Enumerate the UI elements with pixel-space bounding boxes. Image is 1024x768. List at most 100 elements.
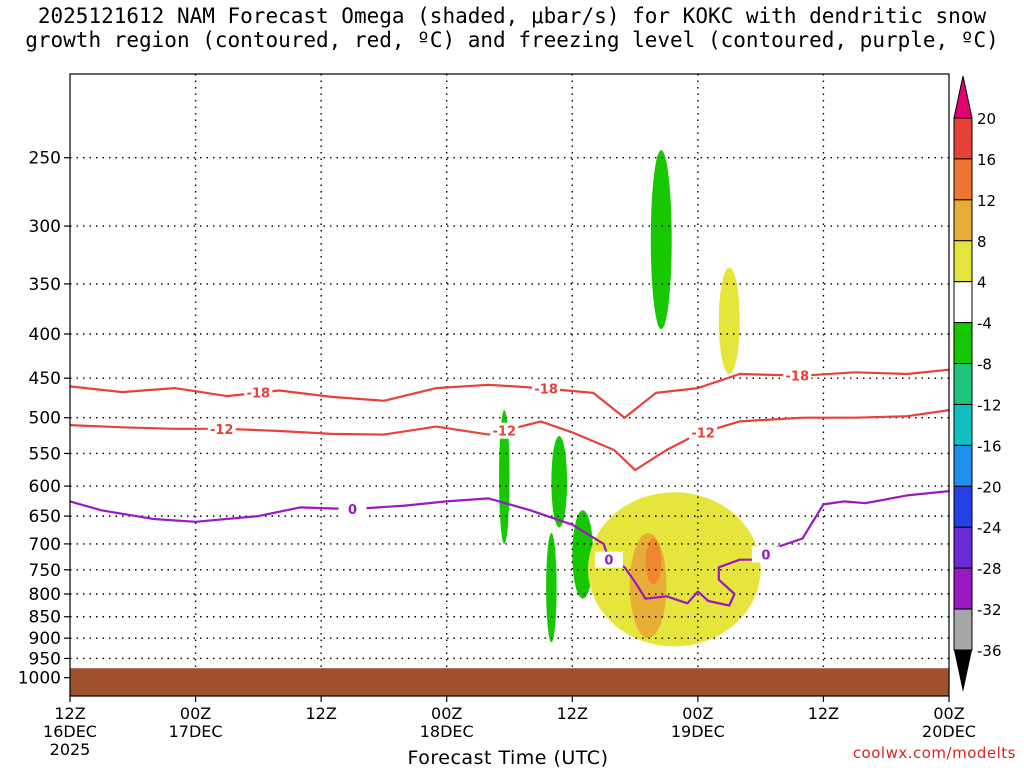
axes — [69, 73, 950, 697]
colorbar-segment-7 — [953, 403, 973, 446]
colorbar-label-3: 8 — [977, 233, 987, 251]
surface-fill — [70, 668, 949, 696]
contour-label-bg — [689, 424, 718, 441]
contour-label-bg — [532, 380, 561, 397]
contour-label-0-0: -18 — [247, 387, 271, 402]
x-tick-label: 12Z — [305, 704, 336, 723]
colorbar-label-7: -12 — [977, 396, 1002, 414]
x-tick-label: 00Z — [933, 704, 964, 723]
chart-title: 2025121612 NAM Forecast Omega (shaded, μ… — [0, 4, 1024, 52]
omega-region-4 — [650, 150, 672, 330]
contour-label-2-1: 0 — [604, 554, 613, 569]
surface-ground — [70, 668, 949, 696]
y-tick-label-900: 900 — [29, 629, 61, 649]
colorbar-segment-11 — [953, 567, 973, 610]
colorbar-segment-2 — [953, 199, 973, 242]
y-tick-label-550: 550 — [29, 444, 61, 464]
omega-shading — [499, 150, 761, 647]
colorbar-label-4: 4 — [977, 274, 987, 292]
colorbar-label-5: -4 — [977, 315, 992, 333]
colorbar-top-arrow — [953, 75, 973, 119]
y-tick-label-750: 750 — [29, 561, 61, 581]
omega-region-1 — [551, 436, 568, 528]
colorbar-segment-5 — [953, 322, 973, 365]
colorbar: 20 16 12 8 4 -4 -8 -12 -16 -20 -24 -28 -32 -36 — [953, 75, 1002, 692]
x-tick-date: 20DEC — [922, 722, 976, 741]
x-tick-year: 2025 — [50, 740, 91, 759]
colorbar-label-0: 20 — [977, 110, 996, 128]
contour-label-bg — [207, 420, 236, 437]
y-tick-label-600: 600 — [29, 477, 61, 497]
contour-label-2-2: 0 — [761, 548, 770, 563]
y-tick-label-400: 400 — [29, 325, 61, 345]
y-tick-label-350: 350 — [29, 275, 61, 295]
omega-region-3 — [572, 510, 594, 599]
colorbar-label-1: 16 — [977, 151, 996, 169]
contour-label-2-0: 0 — [348, 503, 357, 518]
colorbar-segment-1 — [953, 158, 973, 201]
y-axis-ticks: 2503003504004505005506006507007508008509… — [18, 149, 70, 689]
contour-label-bg — [594, 551, 623, 568]
omega-region-0 — [499, 410, 510, 544]
x-tick-date: 18DEC — [420, 722, 474, 741]
omega-region-5 — [587, 492, 761, 647]
y-tick-label-1000: 1000 — [18, 669, 61, 689]
plot-area — [70, 74, 949, 696]
x-axis-label: Forecast Time (UTC) — [408, 747, 609, 768]
credit-text: coolwx.com/modelts — [852, 744, 1016, 762]
colorbar-label-8: -16 — [977, 437, 1002, 455]
y-tick-label-300: 300 — [29, 217, 61, 237]
x-tick-date: 19DEC — [671, 722, 725, 741]
y-tick-label-500: 500 — [29, 409, 61, 429]
colorbar-segment-0 — [953, 117, 973, 160]
colorbar-label-13: -36 — [977, 642, 1002, 660]
omega-region-7 — [645, 538, 662, 585]
contour-label-bg — [751, 546, 780, 563]
chart-title-line-1: 2025121612 NAM Forecast Omega (shaded, μ… — [37, 4, 987, 28]
y-tick-label-450: 450 — [29, 369, 61, 389]
contour-label-1-1: -12 — [493, 425, 517, 440]
y-tick-label-850: 850 — [29, 608, 61, 628]
y-tick-label-250: 250 — [29, 149, 61, 169]
plot-background — [70, 74, 949, 696]
x-tick-label: 12Z — [557, 704, 588, 723]
colorbar-label-12: -32 — [977, 601, 1002, 619]
contour-labels: -18 -18 -18 -12 -12 -12 0 0 0 — [207, 367, 812, 569]
colorbar-label-11: -28 — [977, 560, 1002, 578]
contour-label-bg — [338, 501, 367, 518]
omega-region-2 — [546, 533, 557, 643]
colorbar-label-6: -8 — [977, 356, 992, 374]
x-tick-label: 00Z — [180, 704, 211, 723]
y-tick-label-800: 800 — [29, 585, 61, 605]
contour-label-bg — [244, 384, 273, 401]
x-tick-label: 12Z — [808, 704, 839, 723]
y-tick-label-950: 950 — [29, 649, 61, 669]
colorbar-label-2: 12 — [977, 192, 996, 210]
x-tick-label: 12Z — [54, 704, 85, 723]
omega-region-8 — [718, 267, 740, 374]
colorbar-segment-8 — [953, 444, 973, 487]
y-tick-label-650: 650 — [29, 507, 61, 527]
colorbar-segment-12 — [953, 608, 973, 651]
contour-label-bg — [783, 367, 812, 384]
colorbar-label-9: -20 — [977, 478, 1002, 496]
colorbar-segment-9 — [953, 485, 973, 528]
contour-label-0-1: -18 — [534, 383, 558, 398]
contour-line-2 — [69, 490, 950, 607]
x-tick-date: 17DEC — [169, 722, 223, 741]
contour-label-1-0: -12 — [210, 423, 234, 438]
colorbar-bottom-arrow — [954, 650, 972, 692]
colorbar-label-10: -24 — [977, 519, 1002, 537]
colorbar-segment-10 — [953, 526, 973, 569]
chart-title-line-2: growth region (contoured, red, ºC) and f… — [25, 28, 999, 52]
x-tick-label: 00Z — [431, 704, 462, 723]
x-tick-label: 00Z — [682, 704, 713, 723]
plot-frame — [69, 73, 950, 697]
colorbar-segment-3 — [953, 240, 973, 283]
colorbar-segment-6 — [953, 363, 973, 405]
colorbar-segment-4 — [953, 281, 973, 324]
contour-label-0-2: -18 — [786, 370, 810, 385]
contour-label-1-2: -12 — [691, 426, 715, 441]
